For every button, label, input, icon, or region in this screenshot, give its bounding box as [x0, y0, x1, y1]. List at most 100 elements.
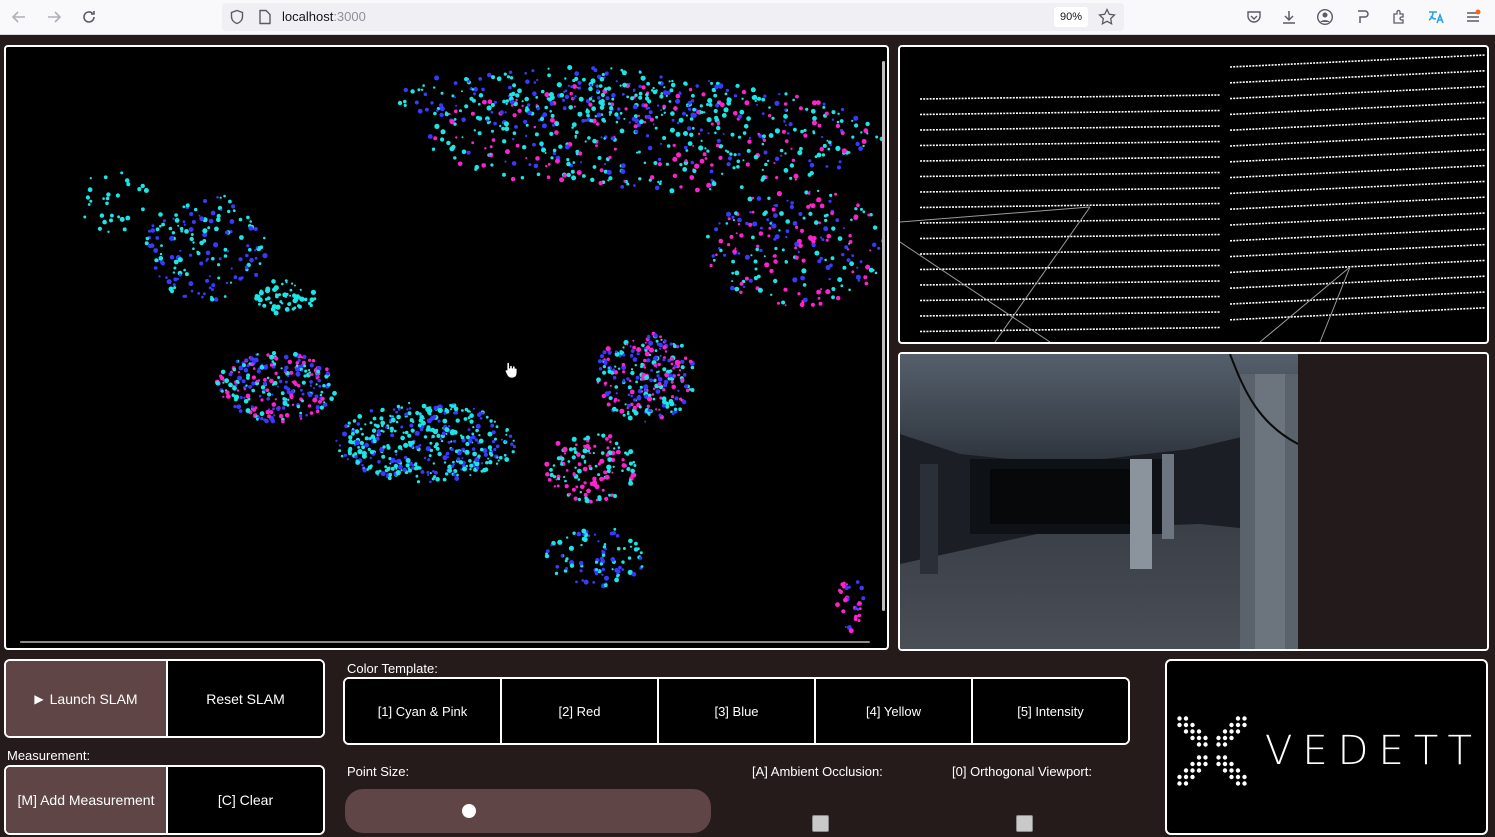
ambient-occlusion-checkbox[interactable] — [812, 815, 829, 832]
point-cloud-point — [810, 108, 816, 114]
color-option-blue[interactable]: [3] Blue — [659, 679, 814, 743]
point-cloud-point — [472, 426, 475, 429]
point-cloud-point — [627, 393, 631, 397]
point-cloud-point — [320, 390, 324, 394]
point-cloud-point — [182, 220, 186, 224]
point-size-slider[interactable] — [345, 789, 711, 833]
point-cloud-point — [582, 448, 588, 454]
point-cloud-point — [351, 428, 355, 431]
point-cloud-point — [372, 416, 377, 421]
point-cloud-point — [566, 161, 571, 167]
point-cloud-point — [829, 193, 833, 197]
camera-image — [900, 354, 1487, 649]
translate-icon[interactable] — [1425, 6, 1447, 28]
pin-icon[interactable] — [1351, 6, 1373, 28]
point-cloud-point — [338, 444, 342, 447]
point-cloud-point — [851, 254, 855, 257]
point-cloud-point — [645, 106, 649, 110]
point-cloud-point — [564, 77, 567, 80]
point-cloud-point — [315, 409, 320, 414]
lidar-scan-line — [1229, 54, 1486, 68]
color-option-red[interactable]: [2] Red — [502, 679, 657, 743]
color-option-intensity[interactable]: [5] Intensity — [973, 679, 1128, 743]
download-icon[interactable] — [1278, 6, 1300, 28]
point-cloud-point — [864, 281, 869, 286]
point-cloud-point — [574, 130, 579, 135]
point-cloud-point — [201, 295, 204, 299]
point-cloud-point — [675, 93, 681, 99]
lidar-scan-line — [1229, 70, 1486, 84]
point-cloud-point — [564, 479, 567, 483]
point-cloud-canvas[interactable] — [6, 47, 887, 648]
color-option-yellow[interactable]: [4] Yellow — [816, 679, 971, 743]
point-cloud-point — [774, 246, 778, 251]
point-cloud-point — [106, 192, 111, 197]
point-cloud-point — [506, 75, 511, 79]
point-cloud-viewport[interactable] — [4, 45, 889, 650]
orthogonal-viewport-checkbox[interactable] — [1016, 815, 1033, 832]
zoom-level[interactable]: 90% — [1054, 7, 1089, 27]
point-cloud-point — [643, 103, 648, 108]
menu-icon[interactable] — [1462, 6, 1484, 28]
point-cloud-point — [621, 163, 626, 169]
point-cloud-point — [603, 76, 606, 79]
point-cloud-point — [469, 419, 474, 424]
point-cloud-point — [646, 358, 651, 363]
account-icon[interactable] — [1314, 6, 1336, 28]
point-cloud-point — [403, 442, 409, 448]
point-cloud-point — [269, 378, 274, 384]
point-cloud-point — [600, 136, 603, 139]
point-cloud-point — [470, 111, 475, 116]
point-cloud-point — [505, 441, 508, 443]
url-bar[interactable]: localhost:3000 90% — [222, 3, 1124, 31]
point-cloud-point — [188, 281, 194, 287]
point-cloud-point — [267, 414, 271, 419]
point-cloud-point — [545, 549, 550, 553]
point-cloud-point — [391, 457, 395, 462]
point-cloud-point — [779, 148, 784, 153]
url-text[interactable]: localhost:3000 — [282, 9, 366, 24]
color-option-cyan-pink[interactable]: [1] Cyan & Pink — [345, 679, 500, 743]
point-cloud-point — [710, 122, 714, 126]
point-cloud-point — [562, 106, 567, 111]
point-cloud-point — [575, 580, 578, 584]
point-cloud-point — [671, 118, 675, 122]
point-cloud-point — [664, 372, 669, 378]
point-cloud-point — [512, 83, 517, 88]
point-cloud-point — [684, 159, 688, 163]
point-cloud-point — [620, 68, 624, 72]
point-cloud-point — [683, 131, 688, 136]
point-cloud-point — [622, 413, 626, 417]
point-cloud-point — [228, 382, 233, 388]
reload-icon[interactable] — [78, 6, 100, 28]
point-cloud-point — [178, 273, 182, 277]
point-cloud-point — [576, 452, 581, 457]
star-icon[interactable] — [1096, 6, 1118, 28]
horizontal-scrollbar[interactable] — [20, 641, 870, 643]
point-cloud-point — [689, 132, 694, 137]
back-icon[interactable] — [8, 6, 30, 28]
launch-slam-button[interactable]: ▶ Launch SLAM — [6, 661, 166, 736]
vertical-scrollbar[interactable] — [882, 61, 885, 611]
logo-dot — [1183, 722, 1189, 728]
point-cloud-point — [690, 388, 695, 392]
point-cloud-point — [275, 293, 279, 297]
point-cloud-point — [732, 166, 736, 170]
point-size-slider-thumb[interactable] — [462, 804, 477, 818]
point-cloud-point — [487, 72, 492, 78]
point-cloud-point — [768, 133, 774, 138]
pocket-icon[interactable] — [1243, 6, 1265, 28]
forward-icon[interactable] — [43, 6, 65, 28]
reset-slam-button[interactable]: Reset SLAM — [168, 661, 323, 736]
point-cloud-point — [278, 293, 281, 297]
point-cloud-point — [609, 440, 612, 444]
add-measurement-button[interactable]: [M] Add Measurement — [6, 767, 166, 833]
clear-button[interactable]: [C] Clear — [168, 767, 323, 833]
point-cloud-point — [179, 226, 184, 231]
point-cloud-point — [598, 84, 603, 88]
shield-icon[interactable] — [226, 6, 248, 28]
point-cloud-point — [582, 468, 586, 471]
point-cloud-point — [606, 357, 610, 361]
point-cloud-point — [629, 545, 633, 548]
extensions-icon[interactable] — [1388, 6, 1410, 28]
